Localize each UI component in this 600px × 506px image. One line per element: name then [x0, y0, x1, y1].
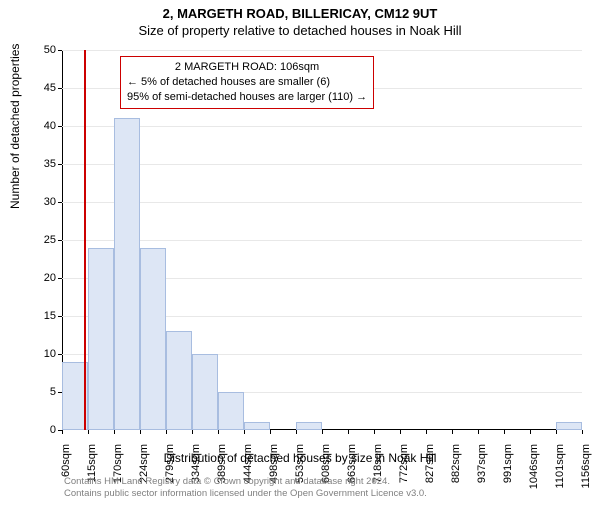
x-tickmark: [452, 430, 453, 434]
gridline: [62, 202, 582, 203]
y-tickmark: [58, 50, 62, 51]
x-tickmark: [322, 430, 323, 434]
x-tickmark: [374, 430, 375, 434]
x-tickmark: [556, 430, 557, 434]
y-tick-label: 0: [50, 424, 56, 436]
gridline: [62, 164, 582, 165]
x-tickmark: [426, 430, 427, 434]
histogram-bar: [166, 331, 192, 430]
histogram-bar: [192, 354, 218, 430]
x-tickmark: [296, 430, 297, 434]
y-tick-label: 30: [44, 196, 56, 208]
credit-text: Contains HM Land Registry data © Crown c…: [64, 476, 427, 500]
gridline: [62, 240, 582, 241]
histogram-bar: [244, 422, 270, 430]
y-tick-label: 45: [44, 82, 56, 94]
y-tick-label: 10: [44, 348, 56, 360]
x-tickmark: [348, 430, 349, 434]
x-tickmark: [530, 430, 531, 434]
y-tick-label: 5: [50, 386, 56, 398]
x-axis-label: Distribution of detached houses by size …: [0, 451, 600, 465]
credit-line-1: Contains HM Land Registry data © Crown c…: [64, 476, 427, 488]
y-tickmark: [58, 88, 62, 89]
y-tickmark: [58, 278, 62, 279]
gridline: [62, 50, 582, 51]
y-tick-label: 15: [44, 310, 56, 322]
x-tickmark: [166, 430, 167, 434]
histogram-plot: 0510152025303540455060sqm115sqm170sqm224…: [62, 50, 582, 430]
credit-line-2: Contains public sector information licen…: [64, 488, 427, 500]
callout-line: 2 MARGETH ROAD: 106sqm: [127, 60, 367, 75]
histogram-bar: [556, 422, 582, 430]
histogram-bar: [296, 422, 322, 430]
y-tickmark: [58, 126, 62, 127]
y-tick-label: 20: [44, 272, 56, 284]
histogram-bar: [114, 118, 140, 430]
x-tickmark: [192, 430, 193, 434]
y-tick-label: 35: [44, 158, 56, 170]
y-tickmark: [58, 202, 62, 203]
y-tick-label: 25: [44, 234, 56, 246]
y-tickmark: [58, 354, 62, 355]
callout-line: ← 5% of detached houses are smaller (6): [127, 75, 367, 90]
gridline: [62, 126, 582, 127]
x-tickmark: [114, 430, 115, 434]
page-subtitle: Size of property relative to detached ho…: [0, 23, 600, 38]
callout-line: 95% of semi-detached houses are larger (…: [127, 90, 367, 105]
histogram-bar: [218, 392, 244, 430]
y-tickmark: [58, 316, 62, 317]
x-tickmark: [504, 430, 505, 434]
histogram-bar: [88, 248, 114, 430]
y-tick-label: 40: [44, 120, 56, 132]
marker-line: [84, 50, 86, 430]
histogram-bar: [140, 248, 166, 430]
x-tickmark: [478, 430, 479, 434]
page-title: 2, MARGETH ROAD, BILLERICAY, CM12 9UT: [0, 6, 600, 21]
y-tickmark: [58, 164, 62, 165]
x-tickmark: [88, 430, 89, 434]
x-tickmark: [244, 430, 245, 434]
y-tickmark: [58, 240, 62, 241]
y-axis-label: Number of detached properties: [8, 44, 22, 209]
x-tickmark: [140, 430, 141, 434]
x-tickmark: [400, 430, 401, 434]
x-tickmark: [582, 430, 583, 434]
x-tickmark: [62, 430, 63, 434]
x-tickmark: [270, 430, 271, 434]
y-tick-label: 50: [44, 44, 56, 56]
x-tickmark: [218, 430, 219, 434]
marker-callout: 2 MARGETH ROAD: 106sqm← 5% of detached h…: [120, 56, 374, 109]
